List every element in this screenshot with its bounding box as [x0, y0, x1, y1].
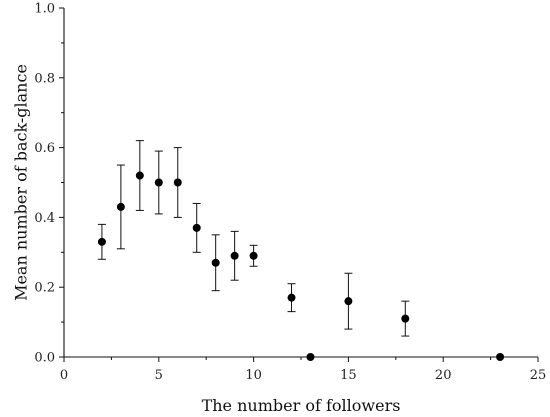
data-point	[496, 353, 505, 361]
data-point	[344, 297, 353, 306]
x-tick-label: 0	[60, 368, 68, 383]
data-point	[287, 293, 296, 302]
y-tick-label: 1.0	[34, 2, 55, 17]
y-tick-label: 0.6	[34, 141, 55, 156]
y-ticks: 0.0 0.2 0.4 0.6 0.8 1.0	[34, 2, 64, 366]
y-tick-label: 0.0	[34, 351, 55, 366]
data-point	[401, 314, 410, 323]
x-tick-label: 15	[340, 368, 357, 383]
data-point	[116, 202, 125, 211]
data-point	[154, 178, 163, 187]
x-axis-title: The number of followers	[202, 396, 401, 415]
x-tick-label: 5	[155, 368, 163, 383]
x-tick-label: 10	[245, 368, 262, 383]
data-point	[135, 171, 144, 180]
y-tick-label: 0.4	[34, 211, 55, 226]
x-ticks: 0 5 10 15 20 25	[60, 357, 546, 383]
data-point	[173, 178, 182, 187]
data-point	[97, 237, 106, 246]
data-point	[249, 251, 258, 260]
y-axis-title: Mean number of back-glance	[12, 64, 31, 301]
x-tick-label: 20	[435, 368, 452, 383]
data-point	[192, 223, 201, 232]
data-point	[211, 258, 220, 267]
data-point	[306, 353, 315, 361]
y-tick-label: 0.2	[34, 281, 55, 296]
x-tick-label: 25	[530, 368, 547, 383]
error-bars	[97, 140, 410, 337]
y-tick-label: 0.8	[34, 71, 55, 86]
data-point	[230, 251, 239, 260]
data-points	[97, 171, 505, 361]
